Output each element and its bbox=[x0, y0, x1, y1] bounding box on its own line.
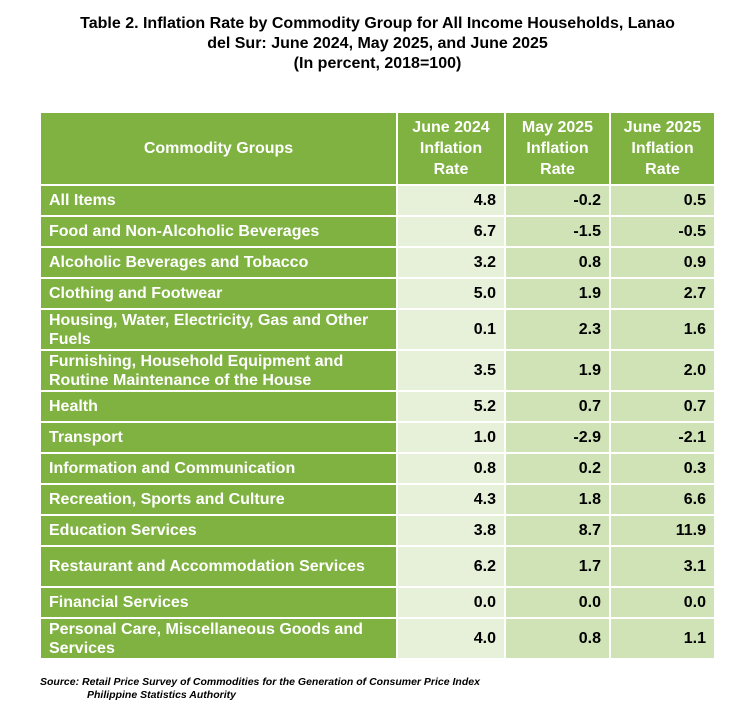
cell-june-2025: 0.9 bbox=[609, 246, 716, 279]
source-line-1: Source: Retail Price Survey of Commoditi… bbox=[40, 676, 480, 688]
cell-june-2025: 1.1 bbox=[609, 617, 716, 660]
row-label: Education Services bbox=[39, 514, 398, 547]
cell-june-2024: 5.0 bbox=[396, 277, 506, 310]
table-row: Education Services 3.8 8.7 11.9 bbox=[39, 514, 716, 547]
row-label: Alcoholic Beverages and Tobacco bbox=[39, 246, 398, 279]
cell-may-2025: -2.9 bbox=[504, 421, 611, 454]
table-title: Table 2. Inflation Rate by Commodity Gro… bbox=[0, 14, 755, 74]
cell-may-2025: 1.8 bbox=[504, 483, 611, 516]
table-row: Information and Communication 0.8 0.2 0.… bbox=[39, 452, 716, 485]
header-june-2024-line1: June 2024 bbox=[412, 119, 490, 136]
row-label: Transport bbox=[39, 421, 398, 454]
cell-june-2025: 0.5 bbox=[609, 184, 716, 217]
cell-june-2024: 4.3 bbox=[396, 483, 506, 516]
table-row: Food and Non-Alcoholic Beverages 6.7 -1.… bbox=[39, 215, 716, 248]
row-label: Housing, Water, Electricity, Gas and Oth… bbox=[39, 308, 398, 351]
table-row: Transport 1.0 -2.9 -2.1 bbox=[39, 421, 716, 454]
header-june-2025-line2: Inflation bbox=[631, 140, 694, 157]
cell-june-2025: 11.9 bbox=[609, 514, 716, 547]
cell-may-2025: 0.8 bbox=[504, 617, 611, 660]
cell-june-2024: 6.2 bbox=[396, 545, 506, 588]
title-line-1: Table 2. Inflation Rate by Commodity Gro… bbox=[80, 15, 675, 32]
cell-june-2025: 2.7 bbox=[609, 277, 716, 310]
row-label: Food and Non-Alcoholic Beverages bbox=[39, 215, 398, 248]
header-june-2025-line1: June 2025 bbox=[623, 119, 702, 136]
cell-june-2024: 0.8 bbox=[396, 452, 506, 485]
table-row: Housing, Water, Electricity, Gas and Oth… bbox=[39, 308, 716, 351]
cell-june-2024: 3.2 bbox=[396, 246, 506, 279]
header-may-2025-line3: Rate bbox=[540, 161, 575, 178]
cell-may-2025: 8.7 bbox=[504, 514, 611, 547]
cell-may-2025: 0.7 bbox=[504, 390, 611, 423]
cell-june-2025: 0.0 bbox=[609, 586, 716, 619]
row-label: All Items bbox=[39, 184, 398, 217]
header-june-2025: June 2025 Inflation Rate bbox=[609, 111, 716, 186]
cell-may-2025: 0.0 bbox=[504, 586, 611, 619]
row-label: Furnishing, Household Equipment and Rout… bbox=[39, 349, 398, 392]
cell-june-2024: 1.0 bbox=[396, 421, 506, 454]
cell-june-2025: 0.3 bbox=[609, 452, 716, 485]
row-label: Restaurant and Accommodation Services bbox=[39, 545, 398, 588]
cell-june-2024: 0.0 bbox=[396, 586, 506, 619]
header-may-2025-line1: May 2025 bbox=[521, 119, 594, 136]
cell-june-2024: 4.8 bbox=[396, 184, 506, 217]
cell-june-2024: 4.0 bbox=[396, 617, 506, 660]
cell-may-2025: 2.3 bbox=[504, 308, 611, 351]
cell-june-2025: 0.7 bbox=[609, 390, 716, 423]
table-row: Personal Care, Miscellaneous Goods and S… bbox=[39, 617, 716, 660]
row-label: Financial Services bbox=[39, 586, 398, 619]
table-row: Financial Services 0.0 0.0 0.0 bbox=[39, 586, 716, 619]
cell-june-2025: 6.6 bbox=[609, 483, 716, 516]
table-row: All Items 4.8 -0.2 0.5 bbox=[39, 184, 716, 217]
header-commodity-groups: Commodity Groups bbox=[39, 111, 398, 186]
cell-may-2025: 0.2 bbox=[504, 452, 611, 485]
cell-june-2024: 3.8 bbox=[396, 514, 506, 547]
cell-june-2024: 3.5 bbox=[396, 349, 506, 392]
cell-may-2025: 1.7 bbox=[504, 545, 611, 588]
row-label: Health bbox=[39, 390, 398, 423]
cell-may-2025: -0.2 bbox=[504, 184, 611, 217]
table-row: Furnishing, Household Equipment and Rout… bbox=[39, 349, 716, 392]
table-row: Restaurant and Accommodation Services 6.… bbox=[39, 545, 716, 588]
title-line-2: del Sur: June 2024, May 2025, and June 2… bbox=[207, 35, 548, 52]
cell-may-2025: -1.5 bbox=[504, 215, 611, 248]
title-line-3: (In percent, 2018=100) bbox=[293, 55, 462, 72]
header-june-2024-line3: Rate bbox=[433, 161, 469, 178]
table-row: Clothing and Footwear 5.0 1.9 2.7 bbox=[39, 277, 716, 310]
cell-may-2025: 1.9 bbox=[504, 349, 611, 392]
row-label: Information and Communication bbox=[39, 452, 398, 485]
cell-june-2024: 6.7 bbox=[396, 215, 506, 248]
cell-june-2024: 0.1 bbox=[396, 308, 506, 351]
header-june-2024: June 2024 Inflation Rate bbox=[396, 111, 506, 186]
row-label: Personal Care, Miscellaneous Goods and S… bbox=[39, 617, 398, 660]
table-row: Health 5.2 0.7 0.7 bbox=[39, 390, 716, 423]
cell-june-2025: 1.6 bbox=[609, 308, 716, 351]
cell-may-2025: 1.9 bbox=[504, 277, 611, 310]
row-label: Recreation, Sports and Culture bbox=[39, 483, 398, 516]
row-label: Clothing and Footwear bbox=[39, 277, 398, 310]
header-june-2024-line2: Inflation bbox=[419, 140, 483, 157]
cell-june-2025: 2.0 bbox=[609, 349, 716, 392]
cell-june-2025: 3.1 bbox=[609, 545, 716, 588]
header-may-2025: May 2025 Inflation Rate bbox=[504, 111, 611, 186]
inflation-table: Commodity Groups June 2024 Inflation Rat… bbox=[39, 111, 716, 660]
cell-may-2025: 0.8 bbox=[504, 246, 611, 279]
cell-june-2025: -0.5 bbox=[609, 215, 716, 248]
cell-june-2025: -2.1 bbox=[609, 421, 716, 454]
source-note: Source: Retail Price Survey of Commoditi… bbox=[40, 676, 480, 702]
header-may-2025-line2: Inflation bbox=[526, 140, 589, 157]
header-row: Commodity Groups June 2024 Inflation Rat… bbox=[39, 111, 716, 186]
source-line-2: Philippine Statistics Authority bbox=[87, 689, 236, 701]
table-row: Recreation, Sports and Culture 4.3 1.8 6… bbox=[39, 483, 716, 516]
header-june-2025-line3: Rate bbox=[645, 161, 680, 178]
table-row: Alcoholic Beverages and Tobacco 3.2 0.8 … bbox=[39, 246, 716, 279]
cell-june-2024: 5.2 bbox=[396, 390, 506, 423]
